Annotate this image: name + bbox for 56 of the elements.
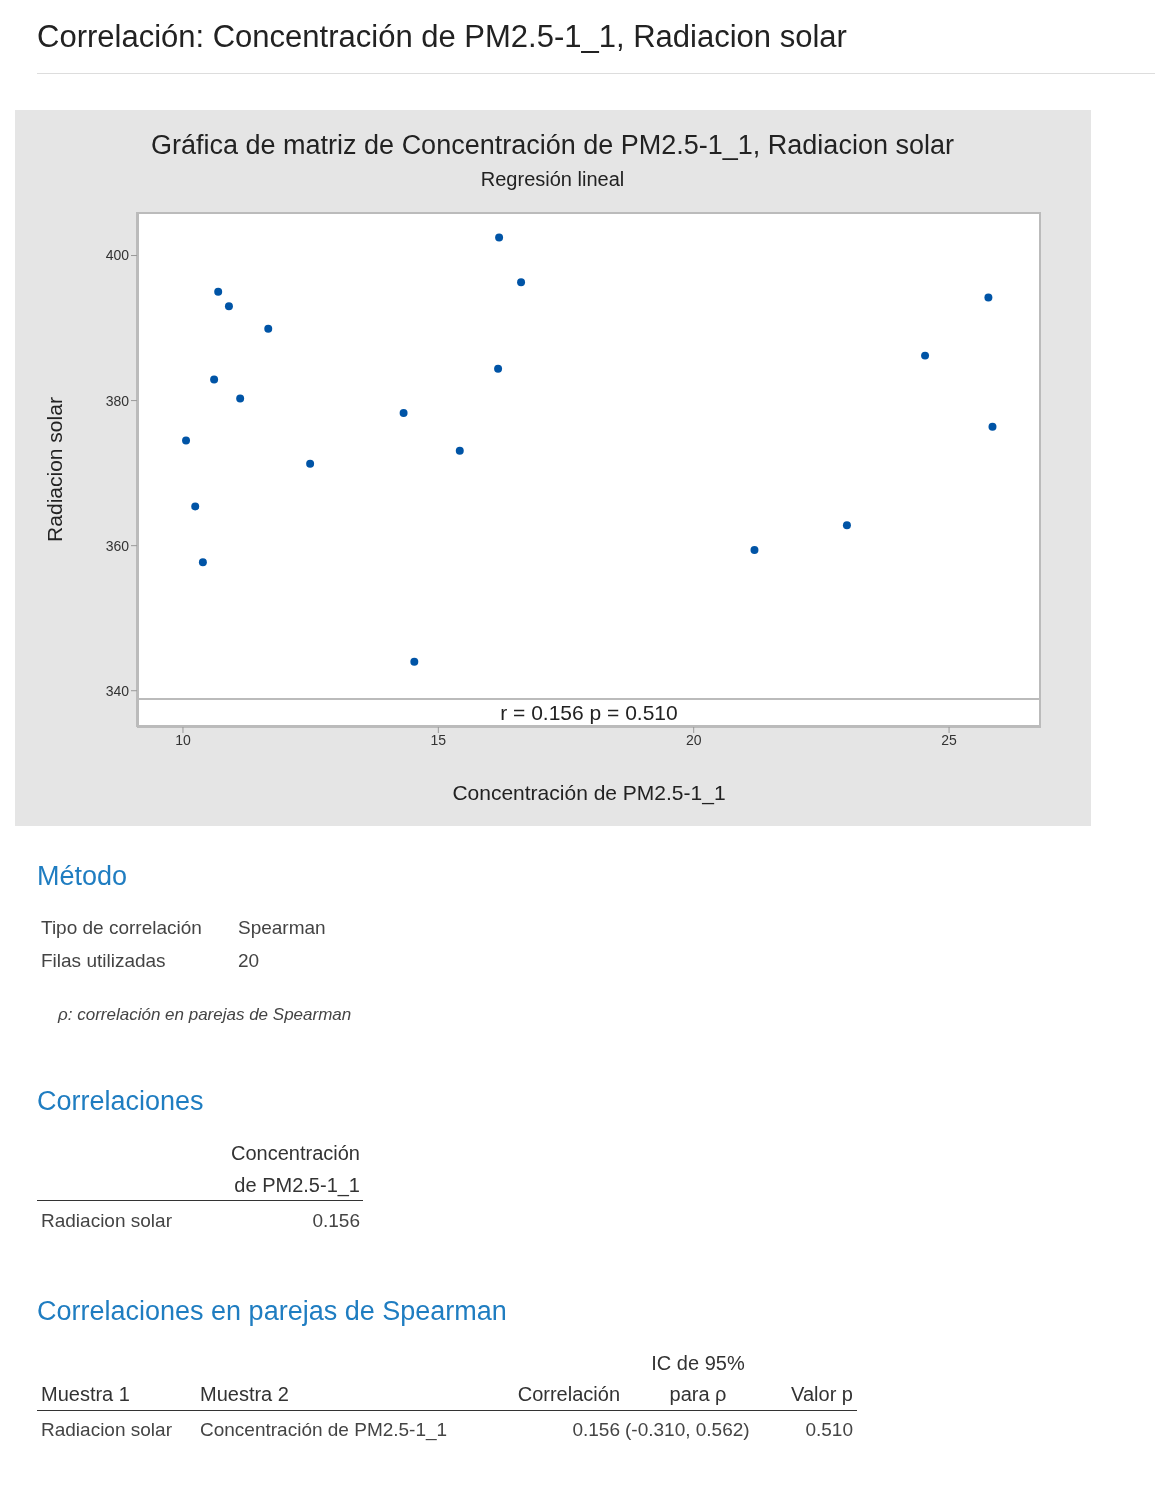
text: de PM2.5-1_1 [234,1173,360,1197]
text: Correlaciones en parejas de Spearman [37,1295,507,1328]
point [214,287,223,296]
point [988,422,997,431]
x-tick-label: 10 [175,731,191,748]
text: Tipo de correlación [41,917,202,940]
point [264,324,273,333]
point [494,364,503,373]
text: Muestra 2 [200,1382,289,1406]
x-tick-label: 15 [430,731,447,748]
text: Concentración [231,1141,360,1165]
text: Muestra 1 [41,1382,130,1406]
text: Correlación [517,1382,620,1406]
point [236,394,245,403]
point [191,502,200,511]
text: (-0.310, 0.562) [625,1419,750,1442]
y-tick-label: 360 [105,537,130,554]
text: Correlación: Concentración de PM2.5-1_1, Radiacion solar [37,18,847,56]
text: para ρ [669,1382,727,1406]
x-tick-label: 25 [941,731,958,748]
y-tick-label: 340 [105,682,130,699]
point [198,558,207,567]
chart-subtitle: Regresión lineal [479,168,626,191]
text: 0.156 [572,1419,620,1442]
text: 20 [238,950,260,973]
point [224,302,233,311]
text: Método [37,860,128,893]
y-axis-title: Radiacion solar [43,397,67,542]
x-tick-label: 20 [685,731,702,748]
text: ρ: correlación en parejas de Spearman [58,1005,352,1026]
text: Concentración de PM2.5-1_1 [200,1419,448,1442]
text: Valor p [791,1382,853,1406]
point [984,293,993,302]
x-axis-title: Concentración de PM2.5-1_1 [452,781,726,805]
point [517,278,526,287]
text: 0.156 [312,1210,360,1233]
text: Spearman [238,917,326,940]
point [210,375,219,384]
text: Correlaciones [37,1085,204,1118]
text: IC de 95% [651,1351,745,1375]
y-tick-label: 400 [105,247,130,264]
chart-title: Gráfica de matriz de Concentración de PM2.5-1_1, Radiacion solar [150,130,955,161]
text: Radiacion solar [41,1210,172,1233]
point [750,546,759,554]
point [842,521,851,530]
text: Radiacion solar [41,1419,172,1442]
point [182,436,191,445]
y-tick-label: 380 [105,392,130,409]
text: 0.510 [805,1419,853,1442]
point [921,351,930,360]
point [410,657,419,666]
point [306,459,315,468]
point [455,446,464,455]
point [495,233,504,242]
text: Filas utilizadas [41,950,166,973]
point [399,408,408,417]
